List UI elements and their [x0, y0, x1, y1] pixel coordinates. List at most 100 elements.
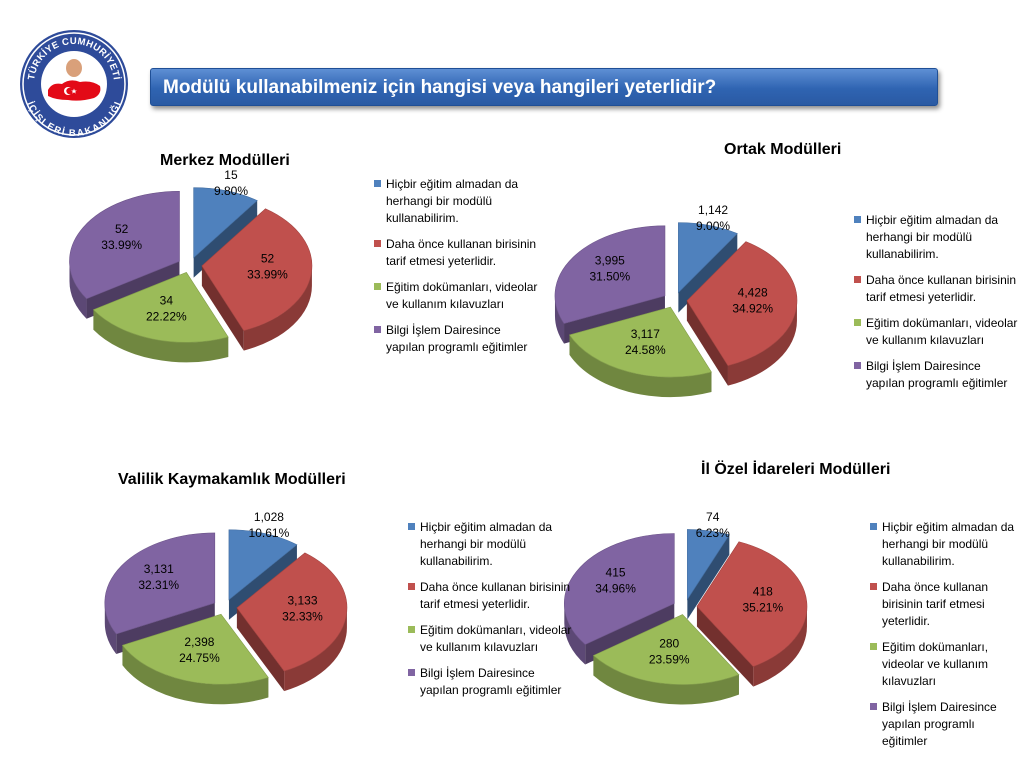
pie-slice-bilgi-islem — [554, 225, 666, 324]
data-label-value: 3,131 — [144, 562, 174, 576]
legend-item: Hiçbir eğitim almadan da herhangi bir mo… — [374, 176, 538, 227]
legend-swatch — [870, 583, 877, 590]
legend-label: Eğitim dokümanları, videolar ve kullanım… — [866, 316, 1018, 347]
data-label-value: 15 — [224, 168, 238, 182]
pie-slice-tarif — [686, 241, 798, 367]
data-label-value: 1,142 — [698, 203, 728, 217]
data-label-percent: 23.59% — [649, 653, 690, 667]
legend-label: Daha önce kullanan birisinin tarif etmes… — [386, 237, 537, 268]
legend-item: Hiçbir eğitim almadan da herhangi bir mo… — [854, 212, 1018, 263]
legend-item: Bilgi İşlem Dairesince yapılan programlı… — [408, 665, 572, 699]
legend-swatch — [408, 583, 415, 590]
pie-slice-side-hicbir-egitim — [193, 200, 258, 278]
legend-item: Eğitim dokümanları, videolar ve kullanım… — [408, 622, 572, 656]
data-label-value: 52 — [115, 222, 129, 236]
legend-swatch — [374, 326, 381, 333]
legend-swatch — [854, 319, 861, 326]
legend-item: Eğitim dokümanları, videolar ve kullanım… — [870, 639, 1018, 690]
pie-chart-valilik: 1,028 10.61% 3,133 32.33% 2,398 24.75% 3,131 32… — [104, 510, 348, 705]
legend-label: Hiçbir eğitim almadan da herhangi bir mo… — [386, 177, 519, 225]
legend-label: Eğitim dokümanları, videolar ve kullanım… — [386, 280, 538, 311]
chart-title-valilik: Valilik Kaymakamlık Modülleri — [118, 471, 346, 488]
legend-merkez: Hiçbir eğitim almadan da herhangi bir mo… — [374, 176, 538, 365]
data-label-value: 1,028 — [254, 510, 284, 524]
legend-item: Bilgi İşlem Dairesince yapılan programlı… — [374, 322, 538, 356]
data-label-value: 415 — [606, 565, 626, 579]
pie-slice-bilgi-islem — [69, 190, 180, 300]
legend-label: Bilgi İşlem Dairesince yapılan programlı… — [882, 700, 997, 748]
chart-title-ortak: Ortak Modülleri — [724, 141, 842, 158]
pie-slice-bilgi-islem — [564, 533, 675, 645]
data-label-value: 3,995 — [595, 254, 625, 268]
legend-item: Hiçbir eğitim almadan da herhangi bir mo… — [870, 519, 1018, 570]
legend-item: Daha önce kullanan birisinin tarif etmes… — [854, 272, 1018, 306]
chart-title-merkez: Merkez Modülleri — [160, 152, 290, 169]
legend-swatch — [870, 643, 877, 650]
data-label-percent: 33.99% — [247, 268, 288, 282]
legend-swatch — [408, 626, 415, 633]
legend-swatch — [870, 703, 877, 710]
pie-slice-side-hicbir-egitim — [687, 534, 730, 620]
pie-slice-hicbir-egitim — [678, 222, 738, 294]
data-label-percent: 6.23% — [696, 526, 730, 540]
pie-slice-side-hicbir-egitim — [678, 233, 738, 313]
legend-ortak: Hiçbir eğitim almadan da herhangi bir mo… — [854, 212, 1018, 401]
legend-item: Daha önce kullanan birisinin tarif etmes… — [374, 236, 538, 270]
legend-swatch — [374, 240, 381, 247]
data-label-percent: 24.58% — [625, 343, 666, 357]
legend-swatch — [854, 362, 861, 369]
legend-swatch — [374, 283, 381, 290]
legend-label: Daha önce kullanan birisinin tarif etmes… — [420, 580, 571, 611]
data-label-value: 3,133 — [287, 594, 317, 608]
pie-slice-hicbir-egitim — [193, 187, 258, 259]
legend-item: Daha önce kullanan birisinin tarif etmes… — [408, 579, 572, 613]
data-label-percent: 32.33% — [282, 610, 323, 624]
data-label-value: 74 — [706, 510, 720, 524]
data-label-value: 52 — [261, 252, 275, 266]
data-label-percent: 34.92% — [732, 302, 773, 316]
pie-chart-ozel-idare: 74 6.23% 418 35.21% 280 23.59% 415 34.96% — [564, 510, 808, 705]
legend-label: Eğitim dokümanları, videolar ve kullanım… — [882, 640, 989, 688]
data-label-percent: 34.96% — [595, 581, 636, 595]
legend-item: Eğitim dokümanları, videolar ve kullanım… — [854, 315, 1018, 349]
chart-title-ozel-idare: İl Özel İdareleri Modülleri — [701, 461, 891, 478]
pie-slice-hicbir-egitim — [228, 529, 298, 601]
legend-swatch — [854, 276, 861, 283]
data-label-percent: 9.00% — [696, 219, 730, 233]
data-label-percent: 33.99% — [101, 238, 142, 252]
legend-swatch — [408, 523, 415, 530]
legend-item: Eğitim dokümanları, videolar ve kullanım… — [374, 279, 538, 313]
slide-title-banner: Modülü kullanabilmeniz için hangisi veya… — [150, 68, 938, 106]
pie-slice-dokuman — [92, 271, 229, 343]
legend-label: Daha önce kullanan birisinin tarif etmes… — [866, 273, 1017, 304]
legend-label: Bilgi İşlem Dairesince yapılan programlı… — [420, 666, 562, 697]
legend-label: Eğitim dokümanları, videolar ve kullanım… — [420, 623, 572, 654]
data-label-value: 4,428 — [738, 286, 768, 300]
ministry-seal-logo: TÜRKİYE CUMHURİYETİ İÇİŞLERİ BAKANLIĞI — [20, 30, 128, 139]
pie-chart-merkez: 15 9.80% 52 33.99% 34 22.22% 52 33.99% — [69, 168, 313, 363]
legend-label: Hiçbir eğitim almadan da herhangi bir mo… — [866, 213, 999, 261]
legend-label: Daha önce kullanan birisinin tarif etmes… — [882, 580, 989, 628]
data-label-percent: 35.21% — [742, 600, 783, 614]
data-label-value: 2,398 — [184, 635, 214, 649]
pie-slice-tarif — [236, 552, 348, 672]
pie-slice-bilgi-islem — [104, 532, 216, 635]
data-label-percent: 31.50% — [589, 270, 630, 284]
legend-label: Hiçbir eğitim almadan da herhangi bir mo… — [882, 520, 1015, 568]
pie-slice-dokuman — [592, 614, 740, 685]
pie-slice-hicbir-egitim — [687, 529, 730, 601]
data-label-value: 34 — [160, 293, 174, 307]
legend-item: Bilgi İşlem Dairesince yapılan programlı… — [854, 358, 1018, 392]
legend-valilik: Hiçbir eğitim almadan da herhangi bir mo… — [408, 519, 572, 708]
legend-swatch — [870, 523, 877, 530]
legend-label: Bilgi İşlem Dairesince yapılan programlı… — [386, 323, 528, 354]
pie-chart-ortak: 1,142 9.00% 4,428 34.92% 3,117 24.58% 3,995 31.… — [554, 203, 798, 398]
legend-item: Hiçbir eğitim almadan da herhangi bir mo… — [408, 519, 572, 570]
legend-label: Bilgi İşlem Dairesince yapılan programlı… — [866, 359, 1008, 390]
data-label-percent: 9.80% — [214, 184, 248, 198]
data-label-value: 3,117 — [631, 327, 660, 341]
legend-swatch — [408, 669, 415, 676]
data-label-percent: 22.22% — [146, 309, 187, 323]
legend-item: Daha önce kullanan birisinin tarif etmes… — [870, 579, 1018, 630]
legend-swatch — [374, 180, 381, 187]
